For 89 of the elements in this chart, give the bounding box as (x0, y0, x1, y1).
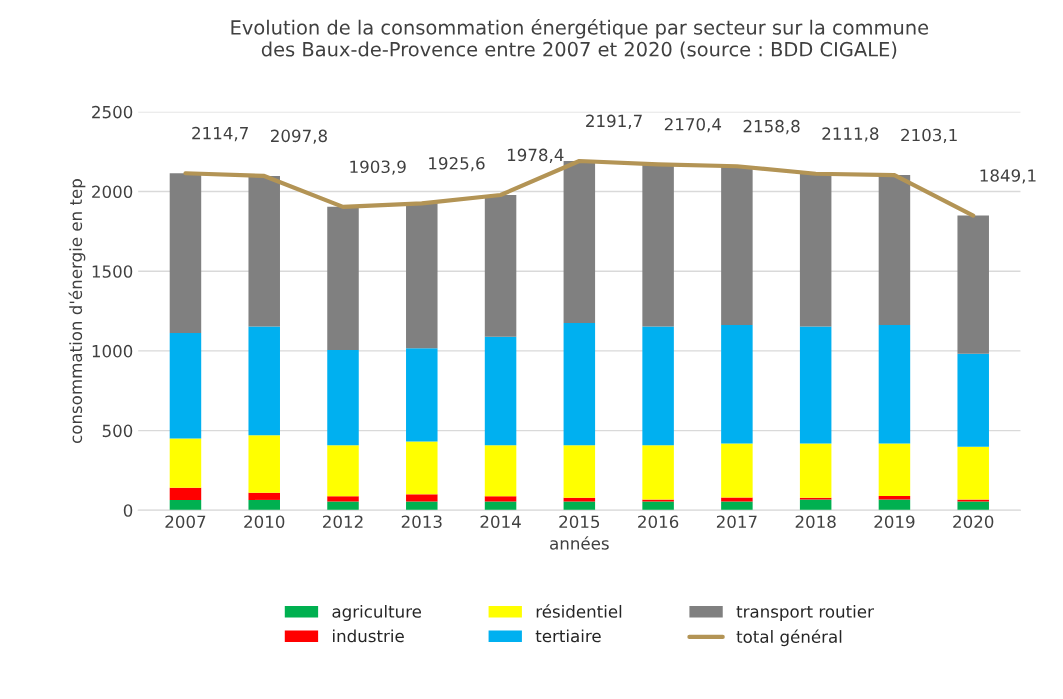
x-tick-label: 2017 (716, 515, 757, 529)
bar (563, 323, 596, 446)
x-tick-label: 2014 (480, 515, 521, 529)
bar (957, 215, 989, 354)
data-label: 2114,7 (192, 126, 248, 142)
y-tick-label: 1500 (92, 265, 133, 278)
bar (169, 173, 202, 334)
y-tick-label: 2000 (92, 185, 133, 199)
legend-label: résidentiel (536, 604, 622, 618)
bar (248, 175, 280, 327)
y-tick-label: 1000 (92, 344, 133, 358)
bar (563, 445, 596, 498)
bar (799, 326, 832, 444)
bar (406, 348, 438, 442)
bar (327, 501, 359, 511)
bar (169, 333, 202, 439)
y-tick-label: 0 (123, 504, 133, 517)
y-axis-title: consommation d'énergie en tep (68, 179, 86, 444)
x-tick-label: 2007 (165, 515, 206, 529)
bar (248, 326, 280, 436)
chart-title: Evolution de la consommation énergétique par secteur sur la commune des Baux-de-Provence entre 2007 et 2020 (source : BDD CIGALE) (231, 18, 929, 59)
bar (484, 336, 517, 446)
x-tick-label: 2020 (953, 515, 994, 529)
bar (406, 441, 438, 495)
bar (957, 501, 989, 511)
data-label: 2158,8 (743, 119, 800, 135)
data-label: 2111,8 (822, 127, 879, 142)
x-tick-label: 2012 (323, 515, 363, 529)
y-tick-label: 500 (102, 424, 133, 438)
bar (721, 324, 753, 444)
data-label: 2103,1 (901, 128, 957, 144)
bar (642, 326, 674, 446)
bar (327, 445, 359, 497)
data-label: 1903,9 (350, 160, 406, 175)
bar (799, 173, 832, 327)
legend-label: transport routier (736, 604, 874, 622)
bar (248, 435, 280, 493)
data-label: 1978,4 (507, 148, 564, 163)
bar (327, 496, 359, 502)
bar (721, 497, 753, 502)
bar (878, 443, 911, 496)
bar (642, 164, 674, 327)
data-label: 2097,8 (271, 129, 327, 144)
legend-label: total général (736, 629, 842, 647)
legend-label: tertiaire (535, 629, 601, 643)
y-tick-label: 2500 (92, 105, 133, 119)
bar (721, 443, 753, 498)
bar (563, 501, 596, 511)
bar (484, 445, 517, 497)
bar (327, 349, 359, 446)
bar (642, 445, 674, 500)
x-axis-title: années (550, 536, 609, 550)
bar (406, 203, 438, 349)
x-tick-label: 2019 (874, 515, 915, 529)
bar (169, 487, 202, 500)
bar (563, 497, 596, 502)
bar (642, 501, 674, 511)
bar (957, 446, 989, 500)
bar (721, 501, 753, 511)
bar (721, 166, 753, 325)
bar (799, 443, 832, 498)
x-tick-label: 2016 (638, 515, 679, 529)
bar (878, 324, 911, 444)
data-label: 1925,6 (429, 156, 485, 172)
bar (957, 353, 989, 447)
x-tick-label: 2013 (401, 515, 442, 529)
bar (248, 499, 280, 511)
data-label: 2170,4 (664, 117, 722, 133)
bar (169, 499, 202, 511)
bar (169, 438, 202, 488)
data-label: 2191,7 (586, 114, 642, 129)
bar (878, 499, 911, 511)
bar (878, 175, 911, 325)
data-label: 1849,1 (980, 169, 1036, 184)
bar (878, 495, 911, 500)
bar (327, 206, 359, 350)
bar (406, 494, 438, 502)
x-tick-label: 2018 (795, 515, 836, 529)
bar (799, 499, 832, 511)
legend-label: agriculture (332, 604, 422, 622)
bar (484, 496, 517, 502)
bar (484, 195, 517, 337)
x-tick-label: 2010 (244, 515, 285, 529)
bar (563, 160, 596, 324)
legend-label: industrie (333, 629, 404, 643)
bar (248, 492, 280, 500)
bar (406, 501, 438, 511)
bar (484, 501, 517, 511)
x-tick-label: 2015 (559, 515, 600, 529)
